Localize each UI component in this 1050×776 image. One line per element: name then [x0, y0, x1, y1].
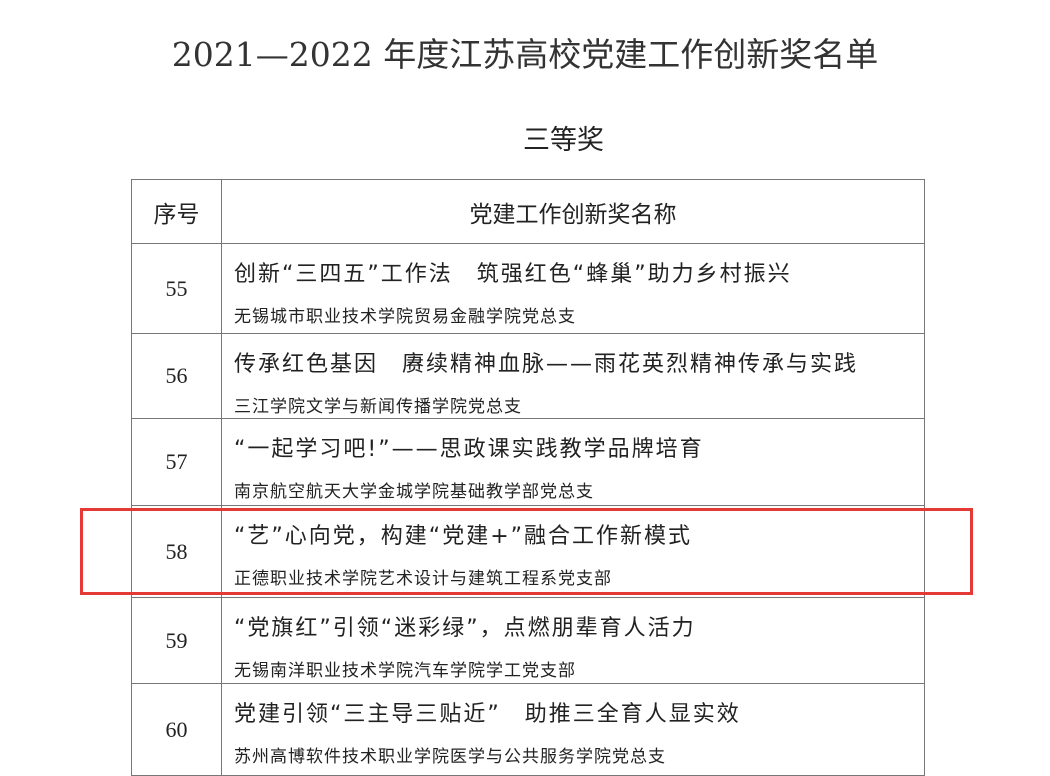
table-row: 58 “艺”心向党，构建“党建+”融合工作新模式 正德职业技术学院艺术设计与建筑… [131, 505, 925, 598]
table-row: 60 党建引领“三主导三贴近” 助推三全育人显实效 苏州高博软件技术职业学院医学… [131, 683, 925, 776]
row-number: 58 [131, 505, 222, 598]
row-content: 党建引领“三主导三贴近” 助推三全育人显实效 苏州高博软件技术职业学院医学与公共… [221, 683, 925, 776]
document-title: 2021—2022 年度江苏高校党建工作创新奖名单 [171, 35, 879, 74]
header-number: 序号 [131, 179, 222, 244]
award-name: “党旗红”引领“迷彩绿”，点燃朋辈育人活力 [234, 616, 696, 641]
row-content: 传承红色基因 赓续精神血脉——雨花英烈精神传承与实践 三江学院文学与新闻传播学院… [221, 333, 925, 419]
header-award-name: 党建工作创新奖名称 [221, 179, 925, 244]
table-row: 57 “一起学习吧!”——思政课实践教学品牌培育 南京航空航天大学金城学院基础教… [131, 418, 925, 506]
organization: 南京航空航天大学金城学院基础教学部党总支 [234, 482, 594, 502]
row-content: “艺”心向党，构建“党建+”融合工作新模式 正德职业技术学院艺术设计与建筑工程系… [221, 505, 925, 598]
table-row: 59 “党旗红”引领“迷彩绿”，点燃朋辈育人活力 无锡南洋职业技术学院汽车学院学… [131, 597, 925, 684]
row-number: 55 [131, 243, 222, 334]
award-level-heading: 三等奖 [523, 125, 604, 156]
organization: 三江学院文学与新闻传播学院党总支 [234, 397, 522, 417]
organization: 苏州高博软件技术职业学院医学与公共服务学院党总支 [234, 747, 666, 767]
row-number: 57 [131, 418, 222, 506]
award-name: “一起学习吧!”——思政课实践教学品牌培育 [234, 437, 704, 462]
row-content: “一起学习吧!”——思政课实践教学品牌培育 南京航空航天大学金城学院基础教学部党… [221, 418, 925, 506]
award-table: 序号 党建工作创新奖名称 55 创新“三四五”工作法 筑强红色“蜂巢”助力乡村振… [131, 179, 925, 776]
organization: 正德职业技术学院艺术设计与建筑工程系党支部 [234, 569, 612, 589]
award-name: “艺”心向党，构建“党建+”融合工作新模式 [234, 524, 693, 549]
organization: 无锡城市职业技术学院贸易金融学院党总支 [234, 307, 576, 327]
table-row: 56 传承红色基因 赓续精神血脉——雨花英烈精神传承与实践 三江学院文学与新闻传… [131, 333, 925, 419]
row-number: 59 [131, 597, 222, 684]
table-header-row: 序号 党建工作创新奖名称 [131, 179, 925, 244]
row-number: 60 [131, 683, 222, 776]
row-content: 创新“三四五”工作法 筑强红色“蜂巢”助力乡村振兴 无锡城市职业技术学院贸易金融… [221, 243, 925, 334]
table-row: 55 创新“三四五”工作法 筑强红色“蜂巢”助力乡村振兴 无锡城市职业技术学院贸… [131, 243, 925, 334]
highlight-box [80, 508, 973, 595]
organization: 无锡南洋职业技术学院汽车学院学工党支部 [234, 661, 576, 681]
row-number: 56 [131, 333, 222, 419]
award-name: 创新“三四五”工作法 筑强红色“蜂巢”助力乡村振兴 [234, 262, 792, 287]
row-content: “党旗红”引领“迷彩绿”，点燃朋辈育人活力 无锡南洋职业技术学院汽车学院学工党支… [221, 597, 925, 684]
award-name: 传承红色基因 赓续精神血脉——雨花英烈精神传承与实践 [234, 352, 859, 377]
award-name: 党建引领“三主导三贴近” 助推三全育人显实效 [234, 702, 741, 727]
